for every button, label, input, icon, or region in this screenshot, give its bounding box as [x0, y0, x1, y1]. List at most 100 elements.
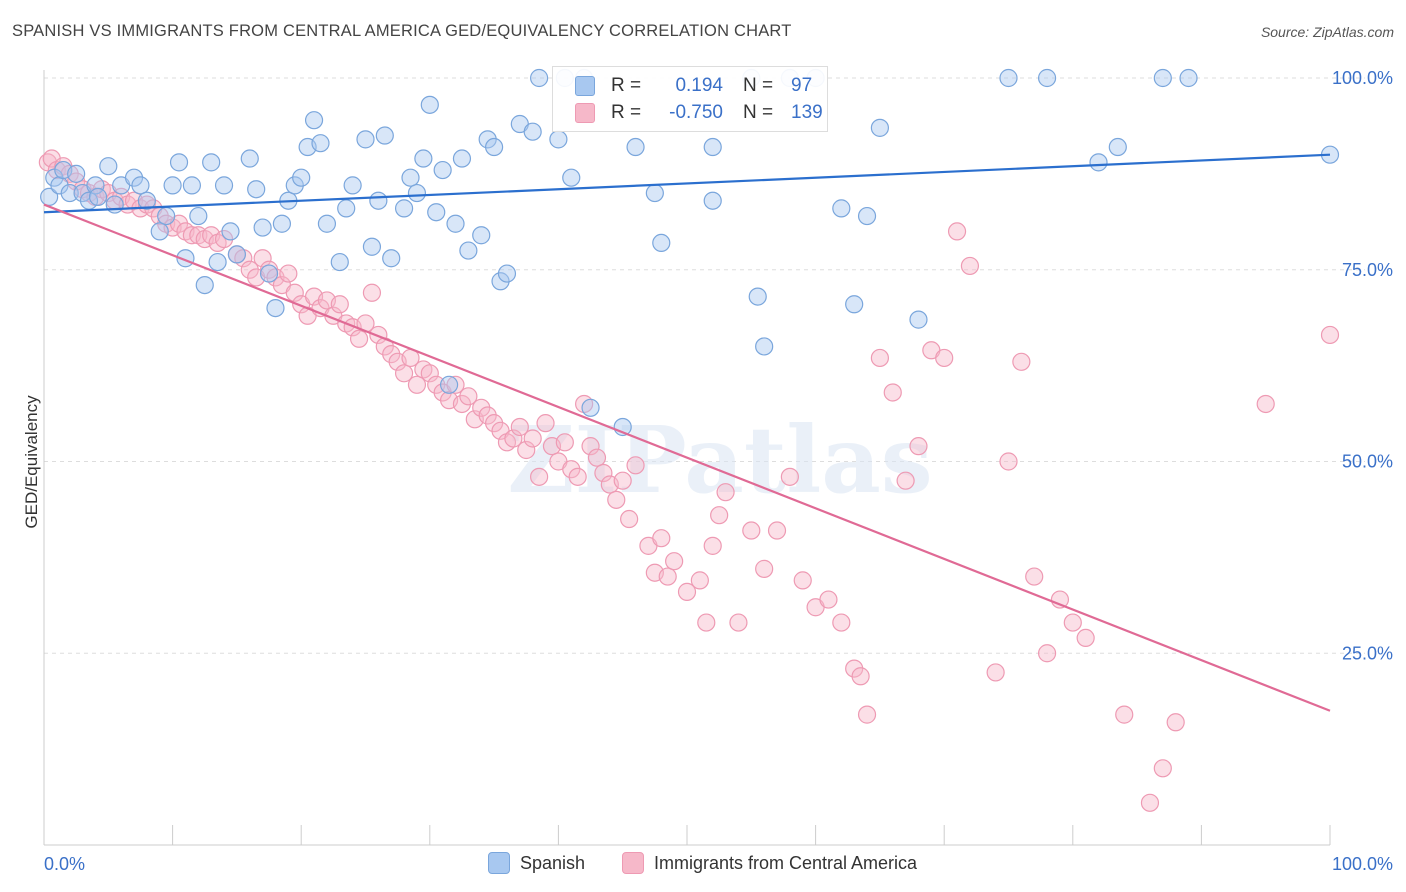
spanish-point: [272, 214, 292, 233]
spanish-point: [227, 245, 246, 264]
spanish-point: [562, 168, 581, 187]
correlation-stats-box: R = 0.194 N = 97 R = -0.750 N = 139: [552, 66, 828, 132]
central-america-point: [909, 437, 928, 456]
tick-labels: 25.0% 50.0% 75.0% 100.0% 0.0% 100.0%: [44, 68, 1393, 874]
central-america-point: [690, 571, 709, 590]
central-america-point: [510, 417, 529, 437]
spanish-point: [356, 130, 375, 149]
spanish-point: [433, 160, 452, 180]
spanish-point: [259, 264, 279, 283]
central-america-point: [780, 467, 799, 486]
central-america-point: [896, 471, 915, 490]
spanish-point: [401, 168, 420, 187]
spanish-point: [150, 222, 169, 241]
spanish-point: [311, 134, 330, 153]
spanish-point: [40, 187, 59, 206]
spanish-point: [50, 176, 69, 195]
spanish-point: [169, 153, 189, 172]
spanish-points: [40, 68, 1340, 437]
central-america-point: [369, 325, 388, 345]
spanish-point: [1037, 68, 1057, 88]
spanish-point: [439, 375, 459, 394]
r-label: R =: [611, 75, 642, 96]
central-america-point: [530, 467, 549, 486]
spanish-point: [1089, 153, 1108, 172]
central-america-point: [697, 613, 716, 632]
legend-label-spanish: Spanish: [520, 852, 586, 873]
central-america-point: [960, 256, 980, 276]
spanish-point: [909, 310, 928, 329]
spanish-point: [857, 206, 877, 226]
spanish-point: [427, 203, 446, 222]
spanish-point: [182, 176, 201, 195]
central-america-point: [1063, 613, 1082, 632]
spanish-point: [549, 130, 568, 149]
central-america-point: [1012, 352, 1031, 371]
central-america-point: [767, 521, 787, 540]
r-value: -0.750: [669, 102, 723, 123]
spanish-point: [703, 137, 722, 157]
spanish-point: [832, 199, 851, 218]
n-label: N =: [743, 102, 774, 123]
n-value: 97: [791, 75, 813, 96]
spanish-point: [652, 233, 671, 253]
spanish-point: [414, 149, 433, 168]
central-america-point: [857, 705, 877, 724]
spanish-point: [703, 191, 722, 210]
central-america-swatch: [575, 103, 595, 123]
legend-item-central-america[interactable]: Immigrants from Central America: [622, 852, 917, 874]
central-america-point: [935, 348, 954, 368]
n-label: N =: [743, 75, 774, 96]
spanish-point: [253, 218, 272, 237]
spanish-point: [208, 252, 227, 272]
chart-legend: Spanish Immigrants from Central America: [0, 852, 1406, 878]
source-credit: Source: ZipAtlas.com: [1260, 24, 1394, 40]
central-america-point: [536, 414, 555, 433]
central-america-point: [710, 506, 729, 525]
spanish-point: [845, 295, 864, 314]
central-america-point: [793, 571, 812, 590]
stats-row-central-america: R = -0.750 N = 139: [575, 100, 823, 126]
central-america-point: [1153, 759, 1172, 778]
spanish-point: [1153, 68, 1172, 88]
y-tick-label: 50.0%: [1342, 452, 1393, 472]
central-america-point: [279, 264, 298, 283]
spanish-point: [446, 214, 465, 233]
central-america-point: [658, 567, 677, 586]
spanish-point: [343, 176, 362, 195]
spanish-point: [1179, 68, 1198, 88]
stats-row-spanish: R = 0.194 N = 97: [575, 73, 812, 99]
spanish-point: [452, 149, 472, 168]
spanish-point: [748, 287, 767, 306]
central-america-point: [703, 536, 722, 555]
central-america-point: [446, 375, 465, 394]
spanish-point: [485, 137, 504, 157]
central-america-point: [620, 509, 639, 529]
spanish-swatch: [575, 76, 595, 96]
spanish-point: [362, 237, 382, 256]
spanish-trend-line: [43, 153, 1331, 214]
central-america-point: [819, 590, 838, 609]
y-tick-label: 75.0%: [1342, 260, 1393, 280]
central-america-point: [1320, 325, 1340, 345]
spanish-point: [266, 299, 285, 318]
spanish-point: [88, 187, 108, 206]
x-tick-label-max: 100.0%: [1332, 854, 1393, 874]
spanish-point: [394, 199, 414, 218]
spanish-point: [195, 275, 214, 295]
central-america-point: [594, 463, 613, 483]
spanish-point: [86, 176, 105, 195]
central-america-point: [587, 448, 607, 467]
spanish-point: [304, 111, 324, 130]
watermark-text: ZIPatlas: [507, 406, 932, 514]
spanish-point: [530, 68, 549, 88]
legend-item-spanish[interactable]: Spanish: [488, 852, 585, 874]
central-america-point: [729, 613, 748, 632]
central-america-point: [883, 383, 902, 402]
central-america-point: [253, 249, 272, 268]
central-america-point: [362, 283, 382, 302]
central-america-point: [613, 471, 632, 490]
spanish-point: [67, 164, 86, 183]
spanish-point: [1108, 137, 1127, 157]
r-label: R =: [611, 102, 642, 123]
